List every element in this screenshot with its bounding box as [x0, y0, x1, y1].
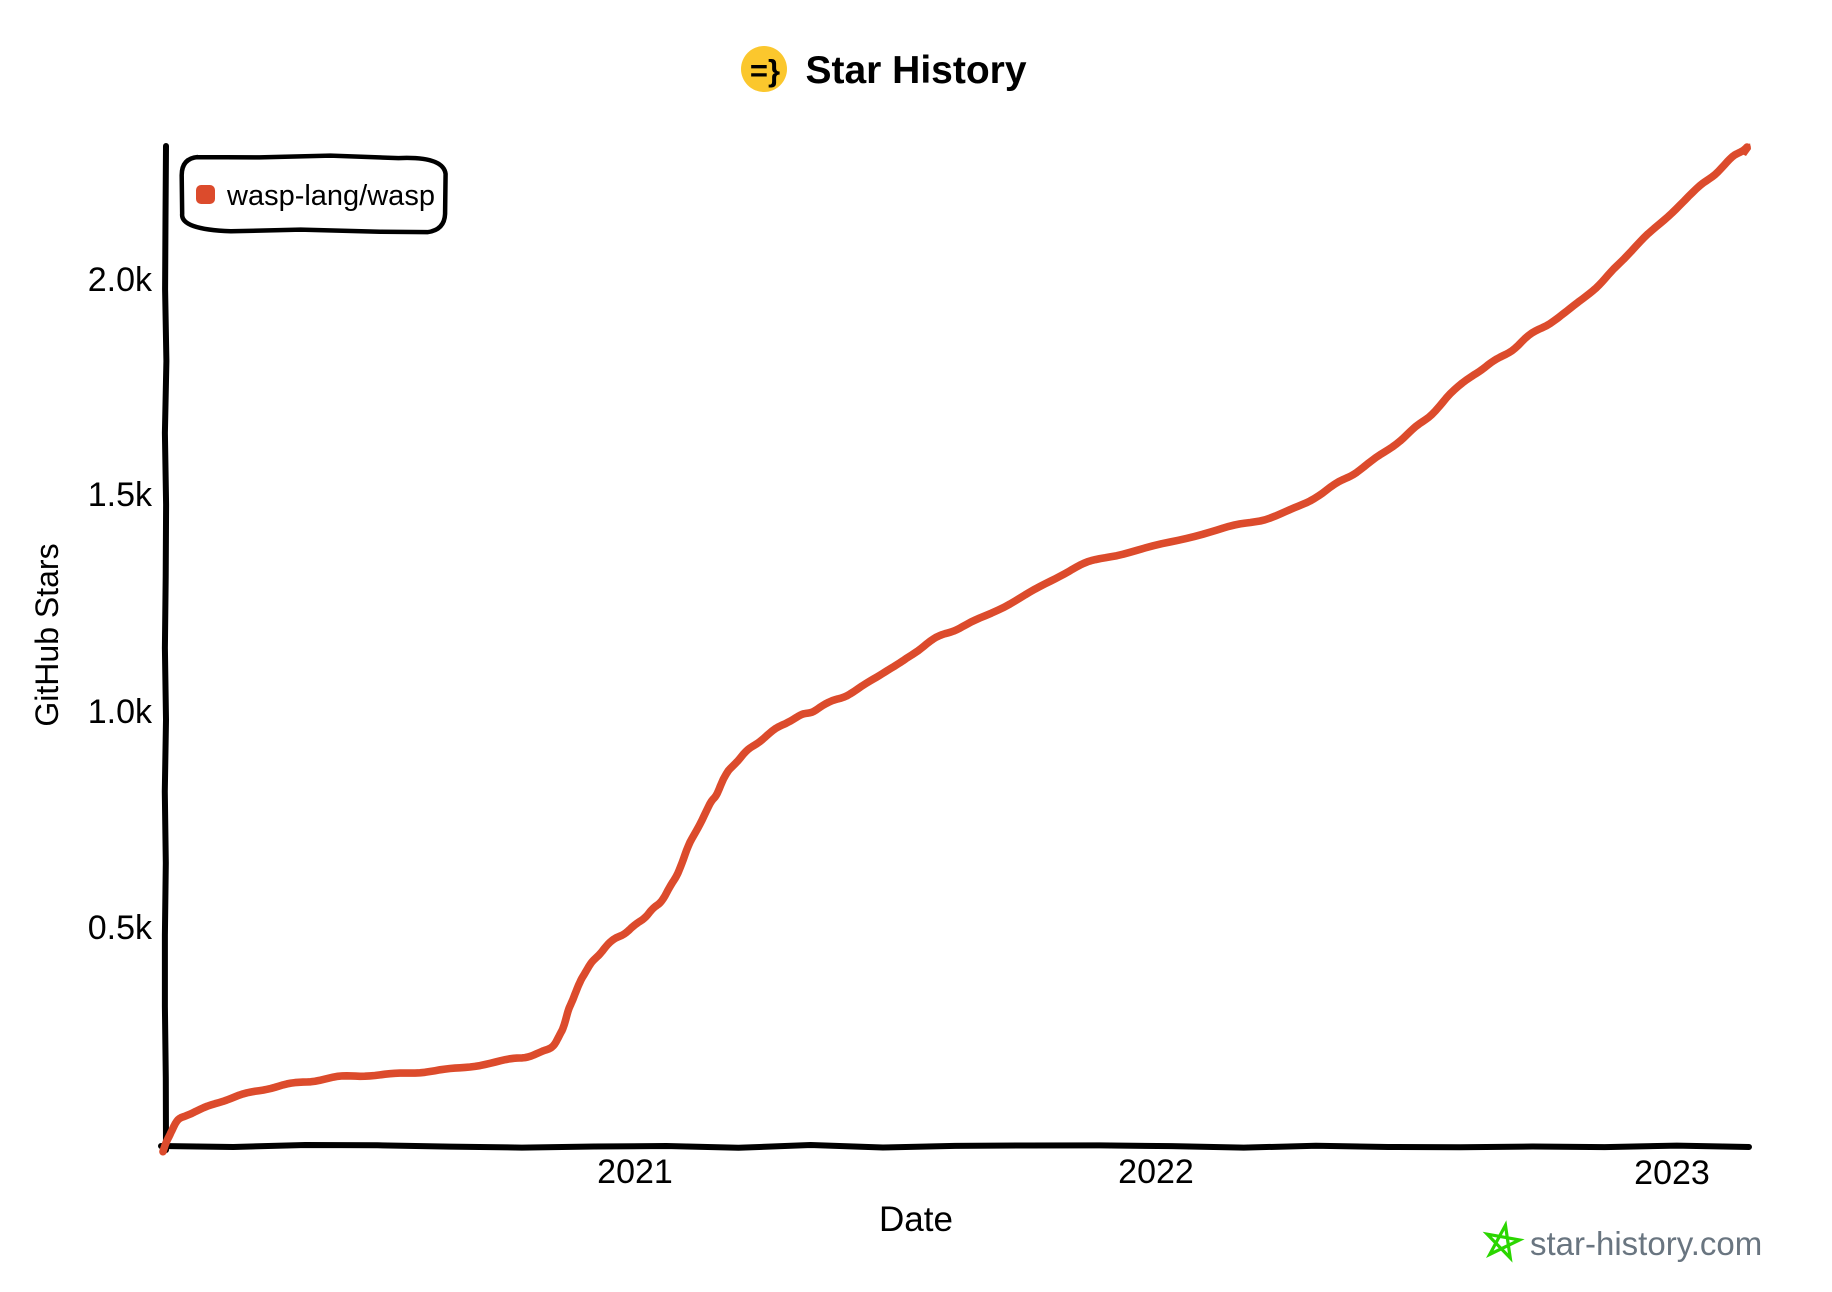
- svg-text:wasp-lang/wasp: wasp-lang/wasp: [226, 180, 435, 212]
- svg-text:1.5k: 1.5k: [88, 476, 153, 514]
- svg-text:2022: 2022: [1118, 1153, 1194, 1191]
- svg-text:2.0k: 2.0k: [88, 261, 153, 299]
- svg-text:2023: 2023: [1634, 1154, 1710, 1192]
- svg-text:2021: 2021: [597, 1153, 673, 1191]
- svg-text:star-history.com: star-history.com: [1530, 1225, 1762, 1262]
- svg-text:=}: =}: [750, 53, 780, 88]
- svg-text:0.5k: 0.5k: [88, 909, 153, 947]
- svg-text:Star History: Star History: [805, 49, 1026, 92]
- svg-text:GitHub Stars: GitHub Stars: [29, 543, 65, 726]
- svg-text:1.0k: 1.0k: [88, 693, 153, 731]
- svg-text:Date: Date: [879, 1200, 953, 1239]
